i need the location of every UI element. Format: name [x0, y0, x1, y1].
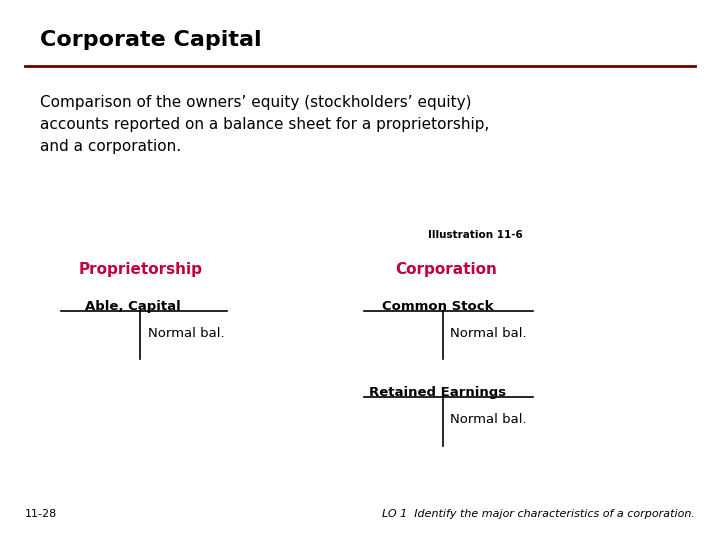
Text: Corporate Capital: Corporate Capital: [40, 30, 261, 50]
Text: Corporation: Corporation: [395, 262, 498, 277]
Text: Able, Capital: Able, Capital: [86, 300, 181, 313]
Text: 11-28: 11-28: [25, 509, 58, 519]
Text: Illustration 11-6: Illustration 11-6: [428, 230, 523, 240]
Text: Normal bal.: Normal bal.: [450, 413, 526, 426]
Text: Common Stock: Common Stock: [382, 300, 493, 313]
Text: Retained Earnings: Retained Earnings: [369, 386, 506, 399]
Text: Normal bal.: Normal bal.: [148, 327, 224, 340]
Text: Normal bal.: Normal bal.: [450, 327, 526, 340]
Text: LO 1  Identify the major characteristics of a corporation.: LO 1 Identify the major characteristics …: [382, 509, 695, 519]
Text: Proprietorship: Proprietorship: [78, 262, 202, 277]
Text: Comparison of the owners’ equity (stockholders’ equity)
accounts reported on a b: Comparison of the owners’ equity (stockh…: [40, 94, 489, 154]
